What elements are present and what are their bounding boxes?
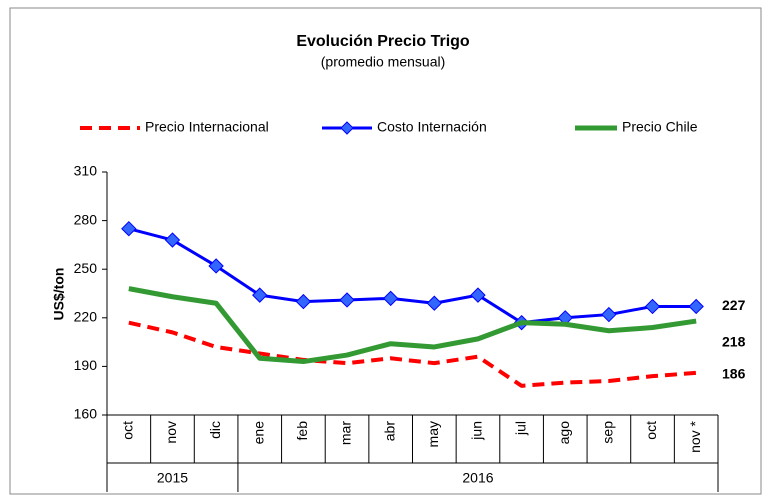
legend-marker bbox=[340, 121, 354, 135]
marker bbox=[601, 306, 617, 323]
group-label: 2015 bbox=[157, 470, 188, 486]
x-tick-label: nov bbox=[163, 421, 179, 444]
marker bbox=[426, 295, 443, 311]
legend-label: Costo Internación bbox=[377, 119, 487, 135]
marker bbox=[382, 290, 399, 307]
marker bbox=[644, 298, 661, 315]
data-label: 218 bbox=[722, 334, 746, 350]
legend-label: Precio Chile bbox=[622, 119, 698, 135]
series-line bbox=[128, 227, 697, 325]
chart-title: Evolución Precio Trigo bbox=[296, 33, 470, 50]
legend-label: Precio Internacional bbox=[145, 119, 269, 135]
x-tick-label: mar bbox=[338, 421, 354, 445]
marker bbox=[252, 287, 268, 303]
x-tick-label: abr bbox=[381, 421, 397, 442]
marker bbox=[208, 258, 224, 274]
x-tick-label: dic bbox=[207, 421, 223, 439]
marker bbox=[164, 232, 181, 248]
x-tick-label: sep bbox=[600, 421, 616, 444]
y-tick-label: 160 bbox=[74, 406, 98, 422]
data-label: 186 bbox=[722, 366, 746, 382]
marker bbox=[470, 287, 486, 303]
chart-border bbox=[9, 7, 762, 495]
group-label: 2016 bbox=[462, 470, 493, 486]
marker bbox=[121, 220, 137, 237]
y-tick-label: 310 bbox=[74, 163, 98, 179]
series-line bbox=[128, 286, 697, 365]
y-tick-label: 250 bbox=[74, 260, 98, 276]
series-line bbox=[128, 320, 697, 388]
y-tick-label: 280 bbox=[74, 211, 98, 227]
data-label: 227 bbox=[722, 297, 746, 313]
x-tick-label: oct bbox=[120, 421, 136, 440]
x-tick-label: may bbox=[425, 421, 441, 447]
y-tick-label: 220 bbox=[74, 309, 98, 325]
x-tick-label: oct bbox=[643, 421, 659, 440]
chart-subtitle: (promedio mensual) bbox=[321, 54, 446, 70]
y-tick-label: 190 bbox=[74, 357, 98, 373]
x-tick-label: nov * bbox=[687, 420, 703, 452]
x-tick-label: jun bbox=[469, 421, 485, 441]
marker bbox=[688, 298, 704, 315]
x-tick-label: jul bbox=[512, 421, 528, 436]
x-tick-label: ago bbox=[556, 421, 572, 445]
marker bbox=[339, 292, 355, 308]
marker bbox=[295, 293, 312, 310]
y-axis-title: US$/ton bbox=[51, 268, 67, 321]
x-tick-label: feb bbox=[294, 421, 310, 441]
x-tick-label: ene bbox=[250, 421, 266, 445]
